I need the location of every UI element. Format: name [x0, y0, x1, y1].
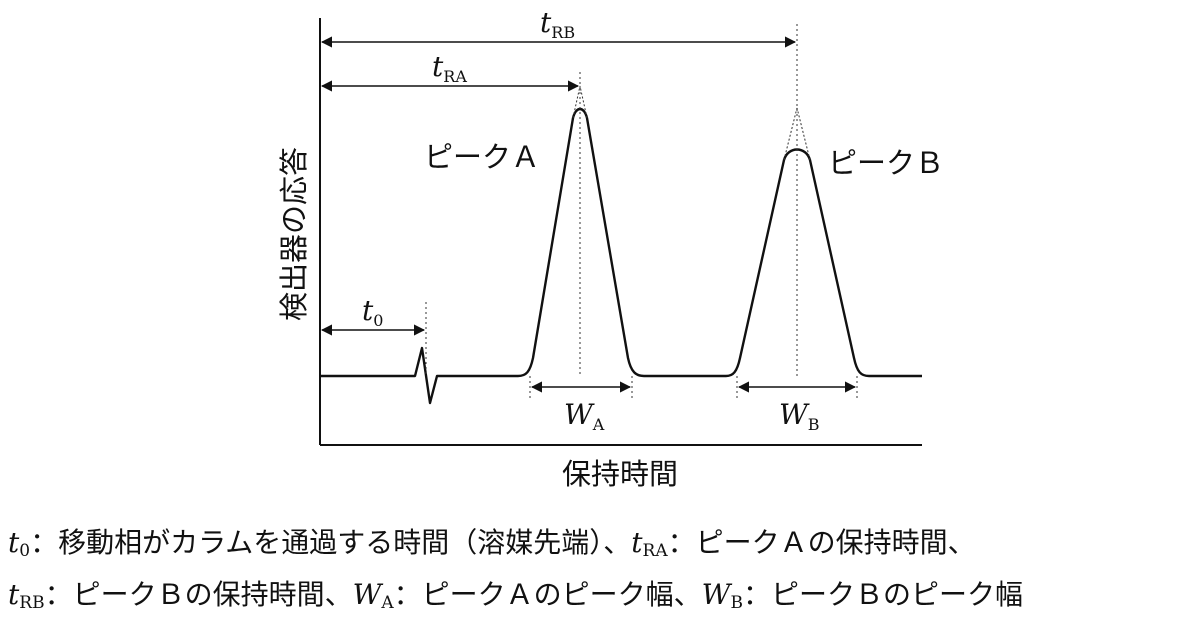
- legend-variable: t: [8, 526, 20, 559]
- legend-line-1: t0：移動相がカラムを通過する時間（溶媒先端）、tRA：ピークＡの保持時間、: [8, 523, 976, 571]
- WA-label: WA: [564, 398, 605, 434]
- legend-text: ：移動相がカラムを通過する時間（溶媒先端）、: [30, 526, 632, 559]
- x-axis-label: 保持時間: [562, 457, 678, 490]
- legend-variable: W: [352, 578, 382, 611]
- chromatogram-diagram: t0 tRA tRB WA WB ピークＡ ピークＢ 検出器の応答 保持時間: [277, 6, 944, 490]
- tRA-label: tRA: [432, 50, 467, 86]
- legend-subscript: A: [381, 593, 394, 613]
- legend-variable: t: [8, 578, 20, 611]
- t0-label: t0: [362, 294, 383, 330]
- legend-subscript: RB: [19, 593, 45, 613]
- legend-variable: W: [701, 578, 731, 611]
- peak-b-label: ピークＢ: [828, 146, 944, 180]
- tRB-label: tRB: [540, 6, 575, 42]
- legend-variable: t: [631, 526, 643, 559]
- legend-text: ：ピークＡのピーク幅、: [393, 578, 702, 611]
- legend-text: ：ピークＢのピーク幅: [742, 578, 1023, 611]
- legend-text: ：ピークＢの保持時間、: [44, 578, 353, 611]
- legend-subscript: 0: [19, 541, 31, 561]
- peak-a-label: ピークＡ: [424, 140, 540, 174]
- y-axis-label: 検出器の応答: [277, 147, 311, 321]
- legend-subscript: B: [730, 593, 743, 613]
- legend-line-2: tRB：ピークＢの保持時間、WA：ピークＡのピーク幅、WB：ピークＢのピーク幅: [8, 575, 1023, 623]
- WB-label: WB: [779, 398, 820, 434]
- guide-lines: [425, 24, 858, 400]
- tangent-lines: [572, 85, 811, 161]
- chromatogram-trace: [320, 107, 922, 405]
- legend-text: ：ピークＡの保持時間、: [667, 526, 976, 559]
- legend-subscript: RA: [642, 541, 668, 561]
